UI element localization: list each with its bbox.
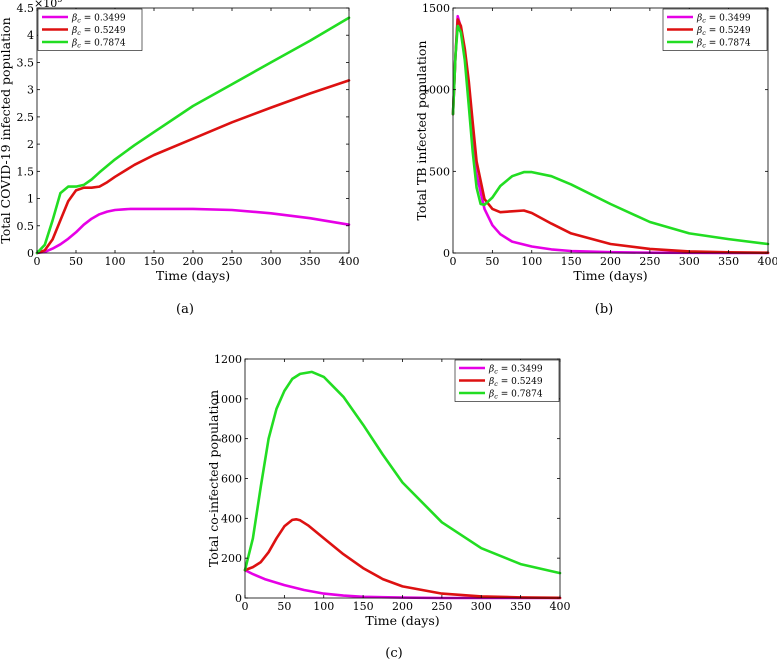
y-tick-label: 400 xyxy=(221,512,242,525)
x-tick-label: 300 xyxy=(471,600,492,613)
x-tick-label: 150 xyxy=(353,600,374,613)
legend-label-2: βc = 0.5249 xyxy=(696,26,751,37)
caption-a: (a) xyxy=(176,302,194,317)
panel-a: 0 50 100 150 200 250 300 350 400 0 0.5 1 1.5 2 2.5 3 3.5… xyxy=(0,0,360,283)
legend-label-2: βc = 0.5249 xyxy=(71,26,126,37)
x-tick-label: 300 xyxy=(679,255,700,268)
x-tick-label: 300 xyxy=(261,255,282,268)
x-tick-label: 200 xyxy=(392,600,413,613)
caption-c: (c) xyxy=(385,646,402,661)
y-tick-label: 1200 xyxy=(214,353,242,366)
series-line-1 xyxy=(35,207,351,255)
x-tick-label: 0 xyxy=(34,255,41,268)
y-tick-label: 0.5 xyxy=(17,220,35,233)
x-tick-label: 400 xyxy=(550,600,571,613)
x-tick-label: 400 xyxy=(339,255,360,268)
y-multiplier-base: ×10 xyxy=(34,0,57,10)
y-tick-label: 1 xyxy=(27,193,34,206)
y-tick-label: 1.5 xyxy=(17,165,35,178)
x-axis-label: Time (days) xyxy=(365,613,439,628)
x-tick-label: 250 xyxy=(222,255,243,268)
series-line-1 xyxy=(451,14,770,255)
legend-label-3: βc = 0.7874 xyxy=(696,39,751,50)
x-tick-label: 350 xyxy=(300,255,321,268)
x-tick-label: 250 xyxy=(639,255,660,268)
series-line-2 xyxy=(35,79,351,255)
y-tick-label: 1000 xyxy=(422,84,450,97)
x-axis-label: Time (days) xyxy=(156,268,230,283)
y-tick-label: 600 xyxy=(221,473,242,486)
y-axis-multiplier: ×105 xyxy=(34,0,62,10)
series-line-3 xyxy=(451,24,770,246)
x-tick-label: 400 xyxy=(758,255,777,268)
y-tick-label: 4 xyxy=(27,29,34,42)
y-tick-label: 0 xyxy=(27,247,34,260)
x-tick-label: 50 xyxy=(485,255,499,268)
y-axis-label: Total co-infected population xyxy=(206,390,221,567)
y-tick-label: 500 xyxy=(429,165,450,178)
panel-b: 0 50 100 150 200 250 300 350 400 0 500 1000 1500 Time… xyxy=(414,2,777,283)
legend-label-1: βc = 0.3499 xyxy=(488,365,543,376)
y-multiplier-power: 5 xyxy=(57,0,62,4)
y-tick-label: 4.5 xyxy=(17,2,35,15)
x-tick-label: 350 xyxy=(510,600,531,613)
x-tick-label: 0 xyxy=(242,600,249,613)
y-tick-label: 0 xyxy=(443,247,450,260)
series-line-3 xyxy=(35,16,351,255)
x-tick-label: 200 xyxy=(183,255,204,268)
x-axis-label: Time (days) xyxy=(573,268,647,283)
x-tick-label: 50 xyxy=(277,600,291,613)
y-tick-label: 800 xyxy=(221,433,242,446)
x-tick-label: 100 xyxy=(105,255,126,268)
legend-label-2: βc = 0.5249 xyxy=(488,377,543,388)
x-tick-label: 0 xyxy=(450,255,457,268)
series-line-2 xyxy=(243,517,562,600)
y-tick-label: 1000 xyxy=(214,393,242,406)
caption-b: (b) xyxy=(595,302,613,317)
y-tick-label: 1500 xyxy=(422,2,450,15)
series-line-3 xyxy=(243,370,562,575)
x-tick-label: 350 xyxy=(718,255,739,268)
panel-c: 0 50 100 150 200 250 300 350 400 0 200 400 600 800 100… xyxy=(206,353,571,628)
y-axis-label: Total TB infected population xyxy=(414,41,429,221)
y-axis-label: Total COVID-19 infected population xyxy=(0,17,13,243)
x-tick-label: 150 xyxy=(561,255,582,268)
legend-label-3: βc = 0.7874 xyxy=(71,39,126,50)
legend-label-3: βc = 0.7874 xyxy=(488,390,543,401)
series-line-1 xyxy=(243,568,562,600)
y-tick-label: 0 xyxy=(235,592,242,605)
x-tick-label: 50 xyxy=(69,255,83,268)
x-tick-label: 150 xyxy=(144,255,165,268)
y-tick-label: 3 xyxy=(27,84,34,97)
y-tick-label: 3.5 xyxy=(17,56,35,69)
legend-label-1: βc = 0.3499 xyxy=(71,14,126,25)
legend-label-1: βc = 0.3499 xyxy=(696,14,751,25)
x-tick-label: 200 xyxy=(600,255,621,268)
y-tick-label: 2 xyxy=(27,138,34,151)
x-tick-label: 100 xyxy=(521,255,542,268)
x-tick-label: 100 xyxy=(313,600,334,613)
y-tick-label: 200 xyxy=(221,552,242,565)
x-tick-label: 250 xyxy=(431,600,452,613)
series-line-2 xyxy=(451,18,770,254)
y-tick-label: 2.5 xyxy=(17,111,35,124)
